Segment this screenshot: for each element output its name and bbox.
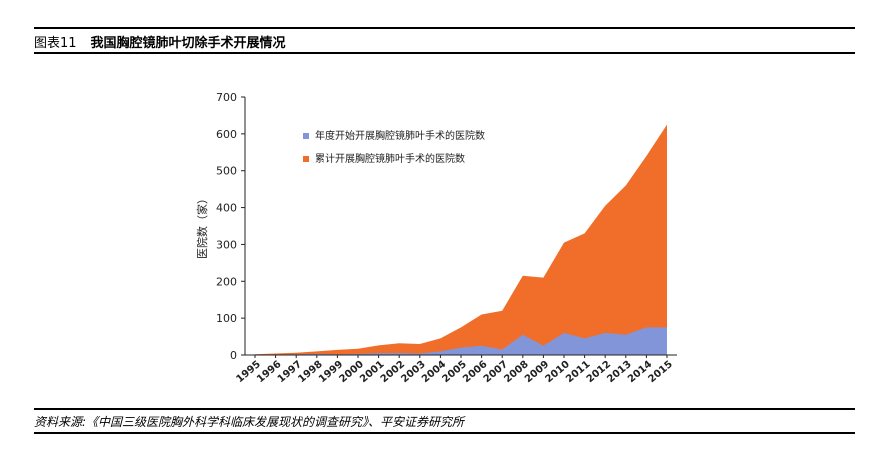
chart-container: 0 100 200 300 400 500 600 700 1995 1996 1997 1998 19… (190, 85, 690, 390)
source-top-rule (34, 408, 855, 410)
header-rule (34, 52, 855, 54)
figure-label: 图表11 (34, 35, 77, 51)
legend-swatch-annual (303, 133, 309, 139)
x-tick-label: 2015 (647, 359, 675, 385)
y-tick-label: 100 (216, 312, 237, 325)
figure-title: 我国胸腔镜肺叶切除手术开展情况 (90, 35, 286, 51)
top-rule (34, 27, 855, 29)
y-tick-label: 700 (216, 91, 237, 104)
y-axis-label: 医院数（家） (195, 193, 209, 259)
annual-area (255, 327, 667, 355)
cumulative-area (255, 124, 667, 355)
legend-label-cumulative: 累计开展胸腔镜肺叶手术的医院数 (315, 152, 465, 165)
y-tick-label: 400 (216, 202, 237, 215)
legend-swatch-cumulative (303, 156, 309, 162)
source-bottom-rule (34, 432, 855, 434)
source-note: 资料来源:《中国三级医院胸外科学科临床发展现状的调查研究》、平安证券研究所 (34, 414, 465, 429)
area-chart: 0100200300400500600700199519961997199819… (195, 91, 677, 385)
y-tick-label: 300 (216, 238, 237, 251)
figure-header: 图表11 我国胸腔镜肺叶切除手术开展情况 (34, 30, 855, 52)
legend-label-annual: 年度开始开展胸腔镜肺叶手术的医院数 (315, 129, 485, 142)
y-tick-label: 500 (216, 165, 237, 178)
y-tick-label: 0 (230, 349, 237, 362)
y-tick-label: 600 (216, 128, 237, 141)
y-tick-label: 200 (216, 275, 237, 288)
